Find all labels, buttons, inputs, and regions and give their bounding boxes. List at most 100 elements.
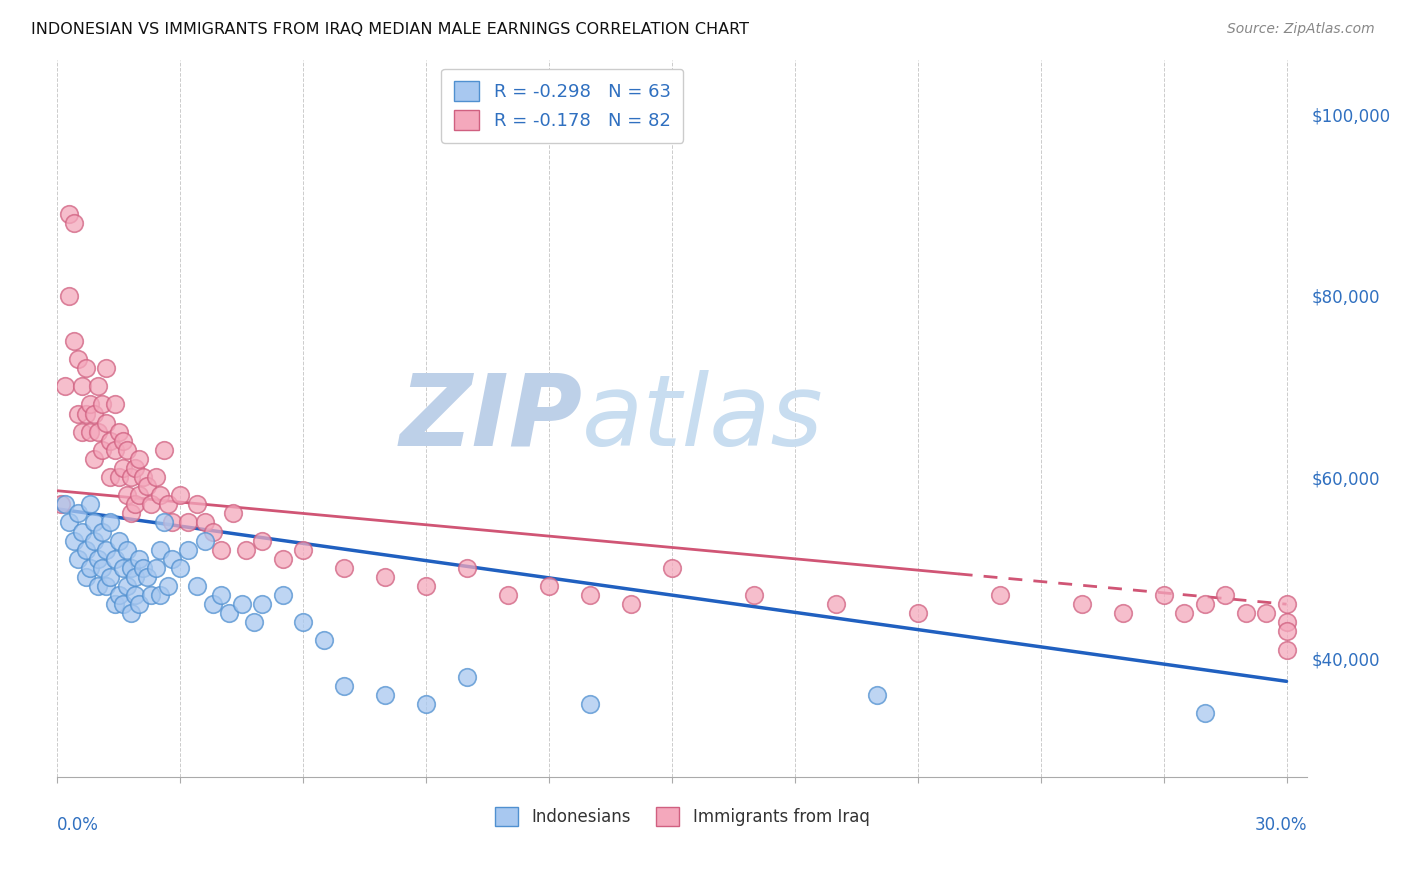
Point	[128, 551, 150, 566]
Point	[661, 561, 683, 575]
Point	[235, 542, 257, 557]
Point	[1153, 588, 1175, 602]
Point	[62, 216, 84, 230]
Point	[96, 416, 118, 430]
Point	[456, 561, 478, 575]
Point	[209, 588, 232, 602]
Point	[87, 551, 110, 566]
Point	[79, 397, 101, 411]
Point	[128, 452, 150, 467]
Point	[907, 607, 929, 621]
Point	[579, 588, 602, 602]
Point	[1070, 597, 1092, 611]
Text: 30.0%: 30.0%	[1254, 816, 1308, 834]
Point	[1234, 607, 1257, 621]
Point	[91, 561, 114, 575]
Point	[107, 470, 129, 484]
Point	[96, 361, 118, 376]
Point	[111, 434, 134, 448]
Point	[152, 516, 174, 530]
Point	[824, 597, 846, 611]
Point	[124, 570, 146, 584]
Point	[111, 597, 134, 611]
Point	[111, 461, 134, 475]
Point	[292, 615, 315, 630]
Point	[70, 379, 93, 393]
Point	[124, 461, 146, 475]
Point	[79, 561, 101, 575]
Point	[250, 597, 273, 611]
Point	[201, 597, 224, 611]
Point	[83, 533, 105, 548]
Point	[120, 507, 142, 521]
Point	[149, 588, 172, 602]
Point	[456, 670, 478, 684]
Point	[1194, 706, 1216, 720]
Point	[62, 533, 84, 548]
Point	[374, 570, 396, 584]
Point	[66, 507, 89, 521]
Point	[333, 679, 356, 693]
Point	[115, 442, 138, 457]
Point	[128, 597, 150, 611]
Point	[169, 561, 191, 575]
Point	[1254, 607, 1277, 621]
Text: atlas: atlas	[582, 369, 824, 467]
Point	[83, 407, 105, 421]
Point	[91, 397, 114, 411]
Point	[141, 588, 163, 602]
Point	[579, 697, 602, 711]
Point	[218, 607, 240, 621]
Point	[169, 488, 191, 502]
Point	[231, 597, 253, 611]
Point	[83, 452, 105, 467]
Text: INDONESIAN VS IMMIGRANTS FROM IRAQ MEDIAN MALE EARNINGS CORRELATION CHART: INDONESIAN VS IMMIGRANTS FROM IRAQ MEDIA…	[31, 22, 749, 37]
Point	[96, 542, 118, 557]
Text: 0.0%: 0.0%	[58, 816, 98, 834]
Point	[988, 588, 1011, 602]
Point	[124, 497, 146, 511]
Point	[70, 524, 93, 539]
Point	[132, 470, 155, 484]
Point	[136, 570, 159, 584]
Point	[120, 561, 142, 575]
Point	[160, 551, 183, 566]
Point	[136, 479, 159, 493]
Point	[66, 407, 89, 421]
Point	[100, 570, 122, 584]
Text: Source: ZipAtlas.com: Source: ZipAtlas.com	[1227, 22, 1375, 37]
Point	[100, 516, 122, 530]
Legend: Indonesians, Immigrants from Iraq: Indonesians, Immigrants from Iraq	[488, 801, 876, 833]
Point	[124, 588, 146, 602]
Point	[415, 697, 437, 711]
Point	[194, 516, 217, 530]
Point	[312, 633, 335, 648]
Point	[1173, 607, 1195, 621]
Point	[243, 615, 266, 630]
Point	[156, 579, 179, 593]
Point	[149, 488, 172, 502]
Point	[145, 561, 167, 575]
Point	[120, 470, 142, 484]
Point	[128, 488, 150, 502]
Point	[145, 470, 167, 484]
Point	[107, 533, 129, 548]
Point	[87, 425, 110, 439]
Point	[537, 579, 560, 593]
Point	[58, 207, 80, 221]
Point	[51, 497, 73, 511]
Point	[87, 579, 110, 593]
Point	[415, 579, 437, 593]
Point	[100, 434, 122, 448]
Point	[115, 542, 138, 557]
Point	[75, 361, 97, 376]
Point	[91, 524, 114, 539]
Point	[742, 588, 765, 602]
Point	[107, 588, 129, 602]
Point	[103, 442, 125, 457]
Point	[201, 524, 224, 539]
Point	[186, 579, 208, 593]
Point	[1194, 597, 1216, 611]
Point	[53, 379, 76, 393]
Point	[1111, 607, 1133, 621]
